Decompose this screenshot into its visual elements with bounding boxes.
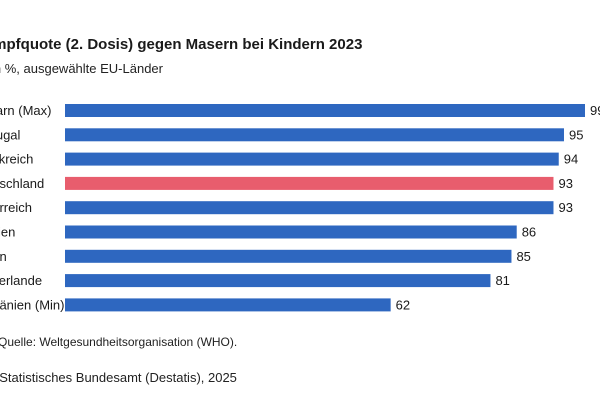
bar-deutschland xyxy=(65,176,554,190)
category-label-rumaenien-min: Rumänien (Min) xyxy=(0,297,64,312)
bar-oesterreich xyxy=(65,201,554,215)
bar-ungarn-max xyxy=(65,104,585,117)
category-label-italien: Italien xyxy=(0,249,7,264)
value-label-frankreich: 94 xyxy=(564,152,578,167)
value-label-oesterreich: 93 xyxy=(558,200,572,215)
category-label-belgien: Belgien xyxy=(0,225,15,240)
chart-subtitle: in %, ausgewählte EU-Länder xyxy=(0,61,163,76)
category-label-ungarn-max: Ungarn (Max) xyxy=(0,103,51,118)
value-label-belgien: 86 xyxy=(522,225,536,240)
chart-title: Impfquote (2. Dosis) gegen Masern bei Ki… xyxy=(0,36,363,53)
category-label-portugal: Portugal xyxy=(0,127,21,142)
bar-portugal xyxy=(65,128,564,142)
value-label-ungarn-max: 99 xyxy=(590,103,600,118)
value-label-niederlande: 81 xyxy=(495,273,509,288)
category-label-deutschland: Deutschland xyxy=(0,176,44,191)
category-label-oesterreich: Österreich xyxy=(0,200,32,215)
chart-source: © Statistisches Bundesamt (Destatis), 20… xyxy=(0,370,237,385)
bar-rumaenien-min xyxy=(65,298,391,312)
bar-niederlande xyxy=(65,274,491,288)
bar-belgien xyxy=(65,225,517,239)
value-label-rumaenien-min: 62 xyxy=(396,297,410,312)
value-label-deutschland: 93 xyxy=(558,176,572,191)
bar-italien xyxy=(65,249,512,263)
bar-frankreich xyxy=(65,152,559,166)
value-label-portugal: 95 xyxy=(569,127,583,142)
category-label-frankreich: Frankreich xyxy=(0,152,33,167)
category-label-niederlande: Niederlande xyxy=(0,273,42,288)
value-label-italien: 85 xyxy=(516,249,530,264)
chart-note: Quelle: Weltgesundheitsorganisation (WHO… xyxy=(0,335,238,349)
